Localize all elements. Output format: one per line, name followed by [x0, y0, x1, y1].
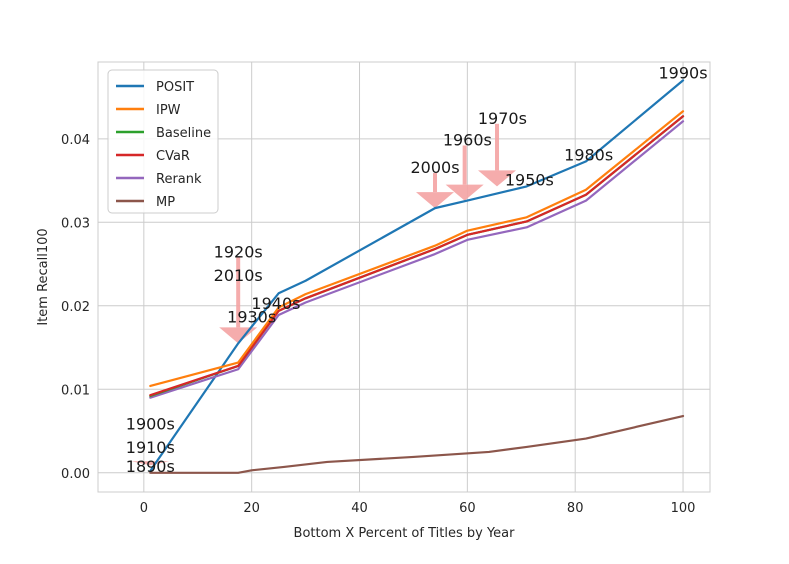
- y-tick-label: 0.02: [61, 300, 90, 315]
- x-tick-label: 40: [351, 501, 368, 516]
- series-lines: [149, 79, 685, 474]
- series-line-ipw: [149, 110, 685, 388]
- annotation-label: 1950s: [505, 171, 554, 190]
- y-tick-label: 0.03: [61, 216, 90, 231]
- legend-label-mp: MP: [156, 195, 175, 210]
- x-tick-label: 20: [243, 501, 260, 516]
- x-tick-label: 100: [671, 501, 696, 516]
- annotation-label: 1890s: [126, 457, 175, 476]
- series-line-posit: [149, 79, 685, 473]
- series-line-mp: [149, 414, 685, 474]
- legend-label-cvar: CVaR: [156, 149, 190, 164]
- legend-label-rerank: Rerank: [156, 172, 202, 187]
- annotation-label: 2000s: [410, 158, 459, 177]
- legend-label-posit: POSIT: [156, 80, 194, 95]
- annotation-arrow: [416, 173, 455, 209]
- y-tick-label: 0.00: [61, 467, 90, 482]
- x-axis-label: Bottom X Percent of Titles by Year: [294, 526, 516, 541]
- series-line-cvar: [149, 115, 685, 397]
- annotation-label: 1900s: [126, 414, 175, 433]
- series-line-rerank: [149, 120, 685, 399]
- legend: POSIT IPW Baseline CVaR Rerank MP: [107, 69, 219, 214]
- x-tick-label: 60: [459, 501, 476, 516]
- legend-label-baseline: Baseline: [156, 126, 211, 141]
- annotation-label: 1980s: [564, 146, 613, 165]
- annotation-arrow: [131, 461, 170, 466]
- annotation-label: 2010s: [214, 266, 263, 285]
- x-tick-label: 0: [140, 501, 148, 516]
- tick-labels: 0 20 40 60 80 100 0.00 0.01 0.02 0.03 0.04: [61, 133, 695, 516]
- annotation-label: 1960s: [443, 130, 492, 149]
- y-axis-label: Item Recall100: [36, 228, 51, 325]
- annotation-label: 1910s: [126, 438, 175, 457]
- annotation-arrow: [445, 145, 484, 201]
- annotation-label: 1920s: [214, 242, 263, 261]
- y-tick-label: 0.01: [61, 383, 90, 398]
- annotation-label: 1940s: [251, 294, 300, 313]
- annotation-label: 1930s: [227, 308, 276, 327]
- x-tick-label: 80: [567, 501, 584, 516]
- plot-frame: [97, 61, 711, 493]
- annotation-arrow: [478, 123, 517, 187]
- legend-label-ipw: IPW: [156, 103, 181, 118]
- annotation-label: 1990s: [659, 64, 708, 83]
- annotation-label: 1970s: [478, 109, 527, 128]
- y-tick-label: 0.04: [61, 133, 90, 148]
